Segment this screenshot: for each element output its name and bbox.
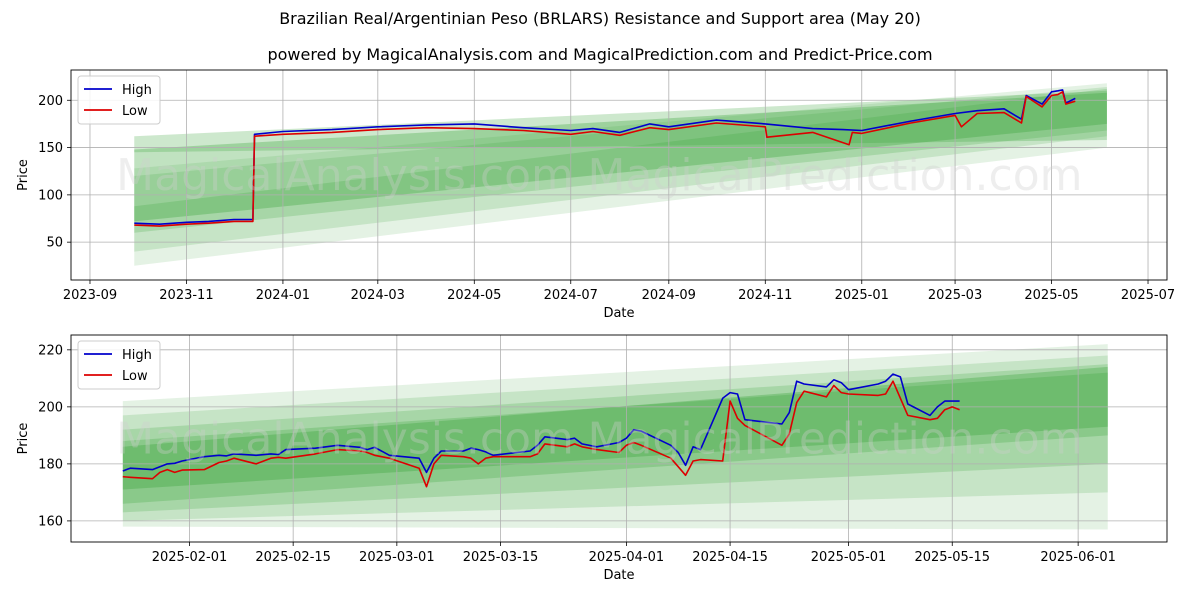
x-axis-label: Date bbox=[603, 306, 634, 321]
chart-title: Brazilian Real/Argentinian Peso (BRLARS)… bbox=[279, 9, 921, 28]
series-lines bbox=[122, 373, 960, 488]
watermark-text: MagicalPrediction.com bbox=[588, 414, 1083, 465]
x-tick-label: 2024-05 bbox=[447, 288, 501, 303]
watermarks: MagicalAnalysis.com MagicalPrediction.com bbox=[116, 150, 1082, 201]
y-tick-label: 100 bbox=[38, 188, 63, 203]
series-line-low bbox=[134, 91, 1076, 227]
watermark-text: MagicalAnalysis.com bbox=[116, 150, 574, 201]
x-tick-label: 2025-07 bbox=[1121, 288, 1175, 303]
x-tick-label: 2024-01 bbox=[256, 288, 310, 303]
support-resistance-bands bbox=[122, 344, 1108, 530]
x-tick-label: 2025-04-15 bbox=[692, 550, 768, 565]
x-tick-label: 2025-05 bbox=[1024, 288, 1078, 303]
grid bbox=[67, 335, 1167, 546]
axes-frame bbox=[70, 334, 1168, 543]
x-tick-label: 2025-02-01 bbox=[152, 550, 228, 565]
chart-subtitle: powered by MagicalAnalysis.com and Magic… bbox=[267, 45, 933, 64]
y-tick-label: 160 bbox=[38, 514, 63, 529]
x-tick-label: 2024-09 bbox=[642, 288, 696, 303]
y-tick-label: 180 bbox=[38, 457, 63, 472]
y-tick-label: 150 bbox=[38, 141, 63, 156]
x-tick-label: 2025-04-01 bbox=[589, 550, 665, 565]
legend: High Low bbox=[77, 75, 161, 125]
band-4 bbox=[122, 372, 1108, 504]
x-tick-label: 2023-09 bbox=[63, 288, 117, 303]
legend-label-high: High bbox=[122, 348, 152, 363]
legend-label-low: Low bbox=[122, 104, 148, 119]
x-tick-label: 2025-05-01 bbox=[811, 550, 887, 565]
x-tick-label: 2025-01 bbox=[835, 288, 889, 303]
x-axis-label: Date bbox=[603, 568, 634, 583]
y-axis-label: Price bbox=[16, 423, 31, 455]
watermark-text: MagicalPrediction.com bbox=[588, 150, 1083, 201]
x-tick-label: 2025-02-15 bbox=[255, 550, 331, 565]
chart-panel-1: 2023-09 2023-11 2024-01 2024-03 2024-05 2024-… bbox=[16, 69, 1175, 321]
axes-frame bbox=[70, 69, 1168, 281]
series-line-low bbox=[122, 380, 960, 488]
band-5 bbox=[122, 366, 1108, 490]
series-line-high bbox=[122, 373, 960, 474]
x-tick-label: 2024-07 bbox=[544, 288, 598, 303]
legend-box bbox=[77, 75, 161, 125]
watermarks: MagicalAnalysis.com MagicalPrediction.com bbox=[116, 414, 1082, 465]
y-tick-label: 200 bbox=[38, 94, 63, 109]
y-tick-label: 200 bbox=[38, 400, 63, 415]
band-1 bbox=[122, 344, 1108, 530]
x-tick-label: 2024-11 bbox=[738, 288, 792, 303]
x-tick-label: 2025-05-15 bbox=[914, 550, 990, 565]
y-tick-label: 220 bbox=[38, 343, 63, 358]
legend-label-high: High bbox=[122, 83, 152, 98]
series-lines bbox=[134, 89, 1076, 227]
legend: High Low bbox=[77, 340, 161, 390]
legend-label-low: Low bbox=[122, 369, 148, 384]
x-tick-label: 2023-11 bbox=[159, 288, 213, 303]
band-3 bbox=[122, 364, 1108, 513]
x-tick-label: 2025-06-01 bbox=[1040, 550, 1116, 565]
chart-panel-2: 2025-02-01 2025-02-15 2025-03-01 2025-03-15… bbox=[16, 334, 1168, 583]
x-tick-label: 2025-03-01 bbox=[359, 550, 435, 565]
watermark-text: MagicalAnalysis.com bbox=[116, 414, 574, 465]
x-tick-label: 2024-03 bbox=[351, 288, 405, 303]
x-tick-label: 2025-03-15 bbox=[463, 550, 539, 565]
band-2 bbox=[122, 355, 1108, 521]
y-tick-label: 50 bbox=[46, 236, 63, 251]
x-tick-label: 2025-03 bbox=[928, 288, 982, 303]
legend-box bbox=[77, 340, 161, 390]
y-axis-label: Price bbox=[16, 159, 31, 191]
